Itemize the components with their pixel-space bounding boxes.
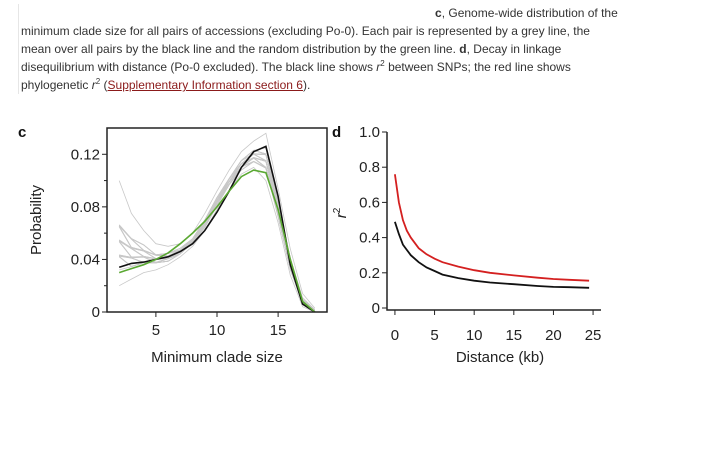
grey-accession-line: [118, 150, 316, 310]
panel-d-series: [394, 174, 590, 289]
caption-r-symbol-2: r: [91, 78, 96, 92]
grey-accession-line: [118, 153, 316, 311]
x-tick-label: 20: [545, 327, 562, 344]
y-tick-label: 0.04: [71, 251, 100, 268]
y-tick-label: 0.2: [359, 265, 380, 282]
panel-d-ylabel-r: r: [333, 212, 350, 218]
panel-d-x-ticks: 0 5 10 15 20 25: [391, 310, 602, 344]
caption-text-1: , Genome-wide distribution of the: [441, 6, 618, 20]
panel-c-y-ticks: 0 0.04 0.08 0.12: [71, 146, 107, 321]
panel-d-y-ticks: 0 0.2 0.4 0.6 0.8 1.0: [359, 124, 387, 317]
caption-text-4b: between SNPs; the red line shows: [384, 60, 571, 74]
panel-d-ylabel-sup: 2: [332, 207, 343, 213]
grey-accession-line: [118, 153, 316, 311]
x-tick-label: 10: [209, 322, 226, 339]
y-tick-label: 0: [372, 300, 380, 317]
caption-line-4: disequilibrium with distance (Po-0 exclu…: [21, 58, 661, 76]
panel-c-letter: c: [18, 124, 26, 141]
random-distribution-line: [118, 169, 316, 313]
grey-accession-line: [118, 153, 316, 311]
grey-accession-line: [118, 150, 316, 310]
caption-r-symbol-1: r: [376, 60, 381, 74]
caption-text-3b: , Decay in linkage: [466, 42, 562, 56]
grey-accession-line: [118, 149, 316, 310]
caption-line-5: phylogenetic r2 (Supplementary Informati…: [21, 76, 661, 94]
panel-c-ylabel: Probability: [28, 184, 45, 255]
grey-accession-line: [118, 153, 316, 311]
y-tick-label: 0.8: [359, 159, 380, 176]
grey-accession-line: [118, 153, 316, 311]
panel-d-xlabel: Distance (kb): [456, 349, 544, 366]
caption-r-sup-2: 2: [95, 77, 101, 86]
caption-line-1: c, Genome-wide distribution of the: [21, 4, 661, 22]
y-tick-label: 1.0: [359, 124, 380, 141]
snp-r2-line: [394, 221, 590, 289]
caption-line-3: mean over all pairs by the black line an…: [21, 40, 661, 58]
caption-text-4a: disequilibrium with distance (Po-0 exclu…: [21, 60, 377, 74]
x-tick-label: 25: [585, 327, 602, 344]
y-tick-label: 0.6: [359, 194, 380, 211]
y-tick-label: 0.4: [359, 230, 380, 247]
x-tick-label: 15: [505, 327, 522, 344]
panel-c-series: [118, 145, 316, 313]
y-tick-label: 0: [92, 304, 100, 321]
panel-d-ylabel: r2: [332, 207, 350, 218]
grey-accession-line: [118, 149, 316, 310]
caption-r-sup-1: 2: [380, 59, 385, 68]
grey-accession-line: [118, 153, 316, 311]
caption-label-c: c: [435, 6, 442, 20]
x-tick-label: 15: [270, 322, 287, 339]
grey-accession-line: [118, 153, 316, 311]
grey-accession-line: [118, 153, 316, 311]
grey-accession-line: [118, 153, 316, 310]
phylogenetic-r2-line: [394, 174, 590, 282]
x-tick-label: 5: [152, 322, 160, 339]
caption-text-5b: (: [100, 78, 108, 92]
x-tick-label: 0: [391, 327, 399, 344]
caption-text-3a: mean over all pairs by the black line an…: [21, 42, 460, 56]
y-tick-label: 0.08: [71, 199, 100, 216]
y-tick-label: 0.12: [71, 146, 100, 163]
x-tick-label: 10: [466, 327, 483, 344]
caption-text-5a: phylogenetic: [21, 78, 92, 92]
figure-panels: c Probability 0 0.04 0.08 0.12 5 10 15 Minimu…: [18, 124, 602, 366]
grey-accession-line: [118, 147, 316, 310]
supplementary-info-link[interactable]: Supplementary Information section 6: [107, 78, 303, 92]
grey-accession-line: [118, 132, 316, 309]
panel-c-xlabel: Minimum clade size: [151, 349, 283, 366]
caption-text-5c: ).: [302, 78, 311, 92]
grey-accession-line: [118, 153, 316, 311]
grey-accession-line: [118, 153, 316, 311]
grey-accession-line: [118, 153, 316, 311]
figure-caption: c, Genome-wide distribution of the minim…: [18, 4, 661, 94]
caption-line-2: minimum clade size for all pairs of acce…: [21, 24, 590, 38]
mean-line: [118, 145, 316, 313]
x-tick-label: 5: [430, 327, 438, 344]
panel-d-axes: [386, 132, 601, 311]
grey-accession-line: [119, 166, 315, 313]
grey-accession-line: [118, 153, 316, 311]
panel-c-grey-lines: [118, 132, 316, 313]
panel-c-x-ticks: 5 10 15: [152, 312, 287, 339]
panel-d-letter: d: [332, 124, 341, 141]
caption-label-d: d: [459, 42, 467, 56]
